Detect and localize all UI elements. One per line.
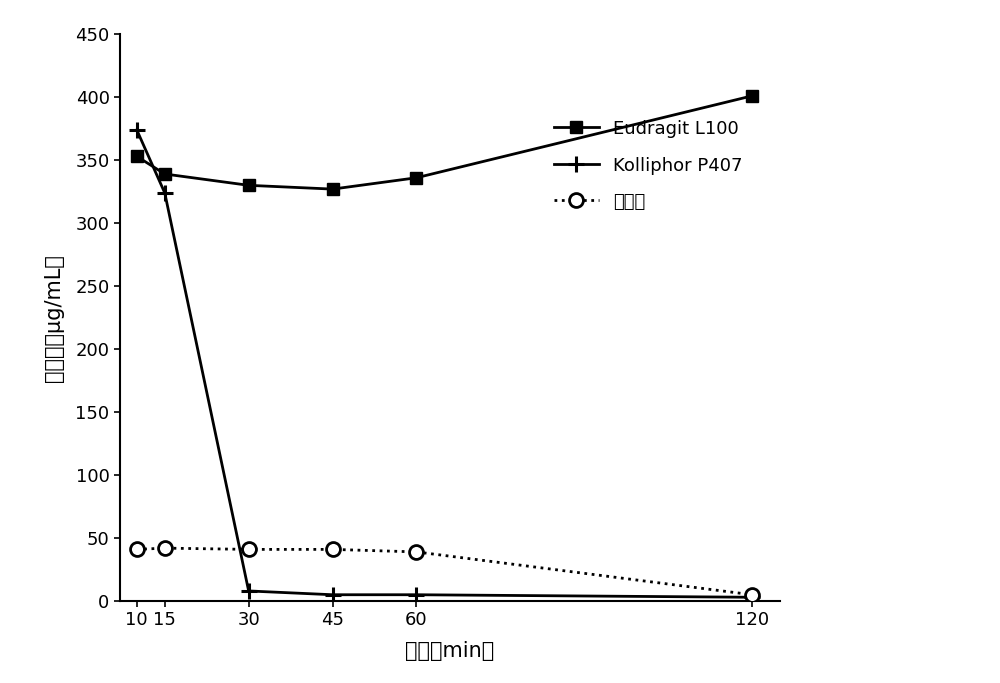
Y-axis label: 溶解度（μg/mL）: 溶解度（μg/mL）	[44, 253, 64, 382]
Eudragit L100	[159, 170, 171, 178]
对照组	[327, 545, 339, 553]
对照组	[131, 545, 143, 553]
Eudragit L100	[410, 173, 422, 182]
Kolliphor P407	[159, 189, 171, 197]
X-axis label: 时间（min）: 时间（min）	[405, 641, 495, 660]
Line: 对照组: 对照组	[130, 541, 759, 602]
Kolliphor P407	[327, 591, 339, 599]
Legend: Eudragit L100, Kolliphor P407, 对照组: Eudragit L100, Kolliphor P407, 对照组	[545, 111, 752, 220]
Kolliphor P407	[410, 591, 422, 599]
Eudragit L100	[746, 92, 758, 100]
Kolliphor P407	[746, 593, 758, 601]
Kolliphor P407	[131, 126, 143, 134]
Eudragit L100	[327, 185, 339, 193]
Eudragit L100	[243, 181, 255, 189]
对照组	[159, 544, 171, 553]
Line: Kolliphor P407: Kolliphor P407	[128, 122, 760, 606]
Eudragit L100	[131, 152, 143, 161]
Line: Eudragit L100: Eudragit L100	[131, 90, 758, 195]
Kolliphor P407	[243, 587, 255, 595]
对照组	[746, 591, 758, 599]
对照组	[243, 545, 255, 553]
对照组	[410, 548, 422, 556]
